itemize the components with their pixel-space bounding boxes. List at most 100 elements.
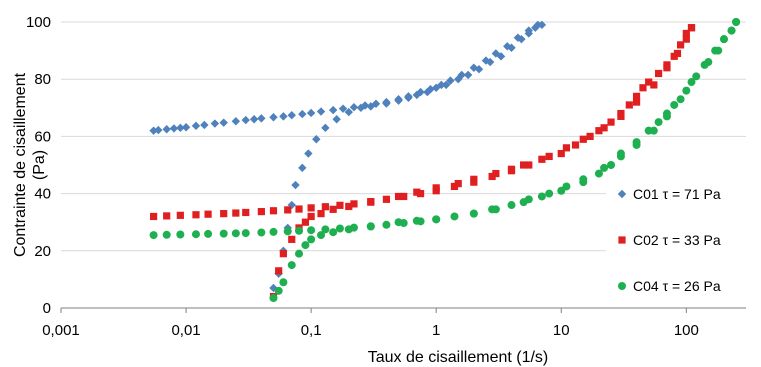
data-point [269,113,278,122]
data-point [474,64,484,74]
data-point [538,155,546,163]
data-point [579,175,588,184]
data-point [524,195,533,204]
data-point [692,72,701,81]
data-point [275,267,283,275]
data-point [446,76,455,85]
data-point [382,220,391,229]
data-point [350,200,358,208]
data-point [382,195,391,203]
data-point [677,41,685,49]
data-point [316,107,326,116]
data-point [306,108,316,118]
data-point [295,249,304,258]
data-point [450,182,459,191]
data-point [616,149,625,158]
series-3 [149,18,741,302]
data-point [360,101,370,110]
y-axis-title-line-2: (Pa) [31,150,48,180]
data-point [450,212,459,221]
data-point [537,192,546,201]
data-point [336,201,344,209]
data-point [625,101,633,109]
axes [60,307,746,313]
data-point [287,261,296,270]
data-point [676,95,685,104]
data-point [181,123,191,132]
y-axis-title: Contrainte de cisaillement (Pa) [12,72,48,257]
data-point [349,223,358,232]
series-1 [149,20,547,293]
data-series [149,18,741,302]
data-point [328,105,338,115]
data-point [307,204,315,212]
data-point [191,121,201,131]
data-point [332,115,341,124]
data-point [394,192,403,201]
data-point [269,293,278,302]
data-point [394,95,403,104]
data-point [283,227,292,236]
data-point [426,85,435,94]
data-point [727,26,736,35]
data-point [399,219,408,228]
x-tick-label: 10 [553,322,570,339]
data-point [279,112,288,121]
legend-marker [618,282,626,290]
data-point [617,112,625,120]
x-tick-label: 0,001 [42,322,80,339]
data-point [488,205,497,214]
data-point [219,118,228,127]
data-point [488,172,496,181]
data-point [632,98,641,106]
data-point [682,35,690,43]
data-point [366,102,376,111]
data-point [169,124,179,133]
data-point [632,140,641,149]
x-tick-label: 1 [432,322,440,339]
data-point [344,107,353,117]
data-point [594,169,603,178]
data-point [367,198,375,206]
data-point [210,119,220,128]
legend-background [606,176,756,304]
data-point [682,86,691,95]
data-point [687,78,696,87]
y-tick-label: 100 [26,14,51,31]
data-point [507,167,516,175]
data-point [204,229,213,238]
data-point [269,227,278,236]
data-point [491,49,501,58]
y-tick-label: 80 [34,71,51,88]
data-point [404,92,413,101]
data-point [279,278,288,287]
data-point [432,215,441,224]
data-point [416,217,425,226]
data-point [204,210,212,218]
x-tick-labels: 0,001 0,01 0,1 1 10 100 [42,322,699,339]
data-point [288,235,296,243]
x-axis-title: Taux de cisaillement (1/s) [368,349,549,366]
data-point [298,163,307,173]
data-point [562,144,571,152]
data-point [682,29,690,38]
data-point [654,69,663,78]
data-point [287,111,296,120]
data-point [533,20,543,30]
data-point [579,135,587,143]
data-point [249,115,259,124]
data-point [231,229,240,238]
data-point [432,187,440,195]
data-point [382,97,391,107]
data-point [524,26,533,35]
data-point [317,231,326,240]
data-point [454,179,462,188]
data-point [338,104,348,113]
data-point [441,80,451,90]
legend-marker [617,189,627,199]
data-point [470,178,478,186]
data-point [242,208,250,217]
data-point [557,149,565,158]
y-tick-label: 0 [43,300,51,317]
